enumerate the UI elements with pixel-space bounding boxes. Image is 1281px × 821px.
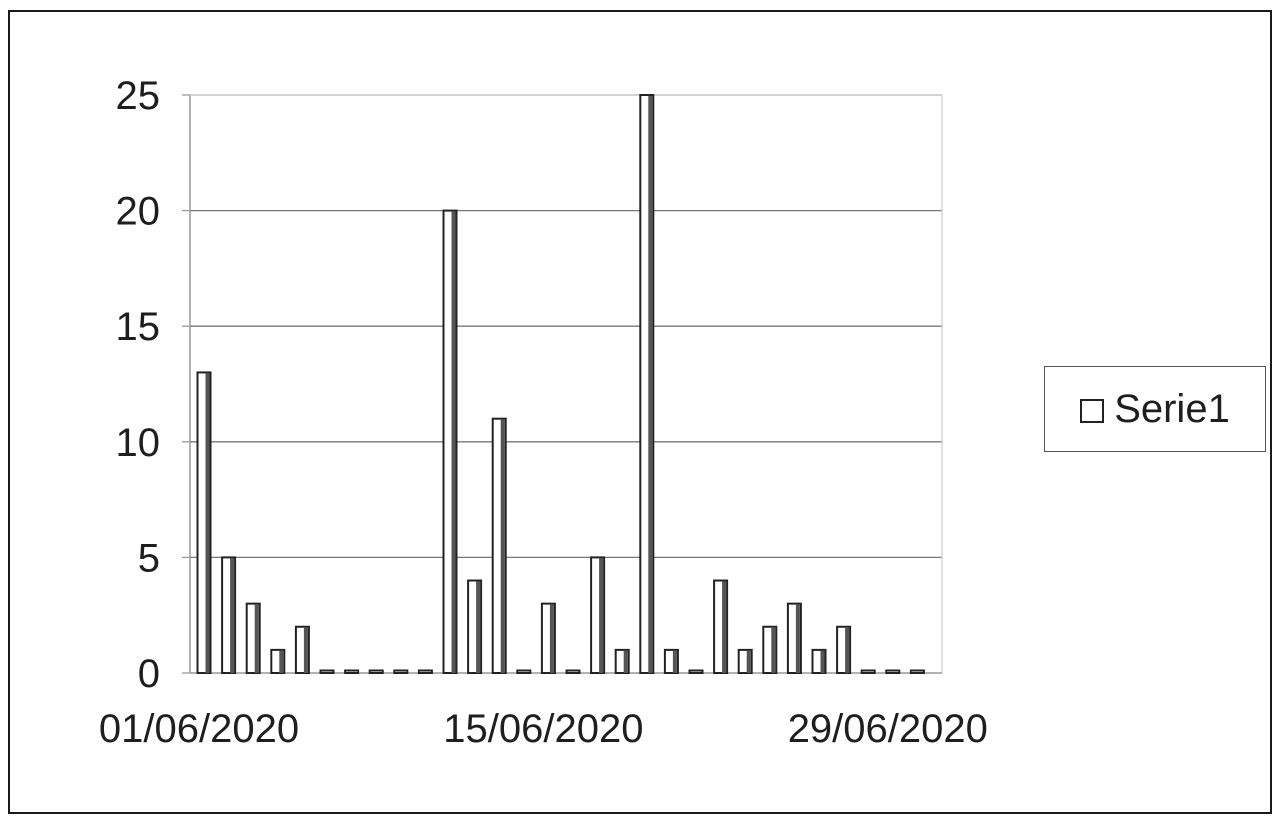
y-tick-label-15: 15 bbox=[116, 305, 161, 349]
bar-24 bbox=[762, 625, 778, 675]
x-tick-label-29-06-2020: 29/06/2020 bbox=[788, 707, 988, 751]
bar-29 bbox=[885, 669, 901, 674]
y-tick-label-5: 5 bbox=[138, 536, 160, 580]
bar-3 bbox=[245, 602, 261, 675]
bar-4 bbox=[270, 648, 286, 675]
bar-21 bbox=[688, 669, 704, 674]
x-tick-label-01-06-2020: 01/06/2020 bbox=[99, 707, 299, 751]
bar-8 bbox=[368, 669, 384, 674]
x-axis-tick-labels: 01/06/2020 15/06/2020 29/06/2020 bbox=[99, 707, 988, 751]
bar-27 bbox=[836, 625, 852, 675]
bar-15 bbox=[540, 602, 556, 675]
bar-25 bbox=[786, 602, 802, 675]
bar-16 bbox=[565, 669, 581, 674]
y-tick-label-0: 0 bbox=[138, 652, 160, 696]
bar-1 bbox=[196, 371, 212, 674]
bar-22 bbox=[713, 579, 729, 675]
y-axis-tick-labels: 0 5 10 15 20 25 bbox=[116, 74, 161, 696]
bar-10 bbox=[417, 669, 433, 674]
axes bbox=[182, 94, 943, 674]
bar-14 bbox=[516, 669, 532, 674]
bar-5 bbox=[294, 625, 310, 675]
y-tick-label-20: 20 bbox=[116, 190, 161, 234]
bar-28 bbox=[860, 669, 876, 674]
bar-9 bbox=[393, 669, 409, 674]
y-tick-label-10: 10 bbox=[116, 421, 161, 465]
bar-30 bbox=[909, 669, 925, 674]
x-tick-label-15-06-2020: 15/06/2020 bbox=[443, 707, 643, 751]
bar-19 bbox=[639, 94, 655, 674]
legend-label: Serie1 bbox=[1114, 386, 1230, 431]
bar-26 bbox=[811, 648, 827, 675]
bar-17 bbox=[590, 556, 606, 675]
legend: Serie1 bbox=[1044, 366, 1266, 452]
legend-swatch bbox=[1080, 399, 1105, 423]
bar-6 bbox=[319, 669, 335, 674]
bar-7 bbox=[344, 669, 360, 674]
bar-20 bbox=[663, 648, 679, 675]
bar-11 bbox=[442, 209, 458, 674]
bar-12 bbox=[467, 579, 483, 675]
bar-2 bbox=[221, 556, 237, 675]
bar-23 bbox=[737, 648, 753, 675]
bar-18 bbox=[614, 648, 630, 675]
bars bbox=[196, 94, 925, 675]
y-tick-label-25: 25 bbox=[116, 74, 161, 118]
bar-13 bbox=[491, 417, 507, 674]
gridlines bbox=[190, 94, 942, 559]
